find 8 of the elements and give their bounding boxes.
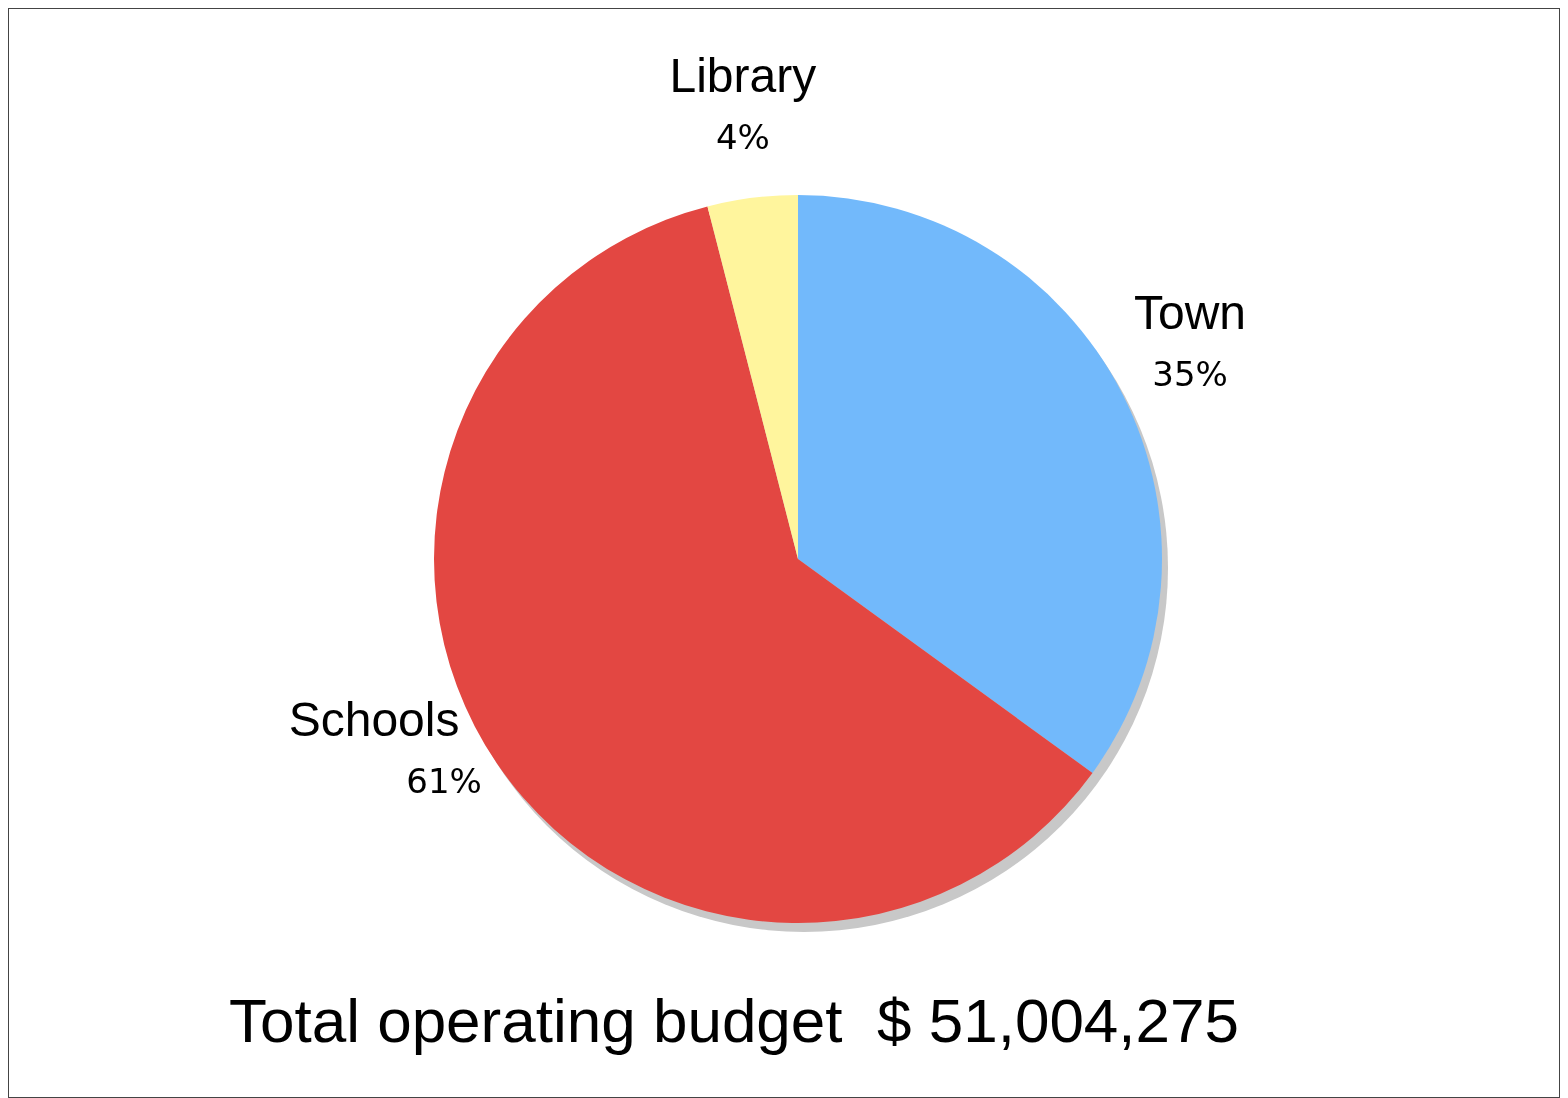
slice-label: Town xyxy=(1134,286,1247,340)
data-label: 4% xyxy=(715,117,770,158)
data-label: 61% xyxy=(406,761,482,802)
slice-label: Library xyxy=(669,49,817,103)
pie-slice xyxy=(707,195,798,559)
text: Total operating budget $ 51,004,275 xyxy=(228,986,1240,1055)
data-label: 35% xyxy=(1152,354,1228,395)
slice-label: Schools xyxy=(288,693,460,747)
